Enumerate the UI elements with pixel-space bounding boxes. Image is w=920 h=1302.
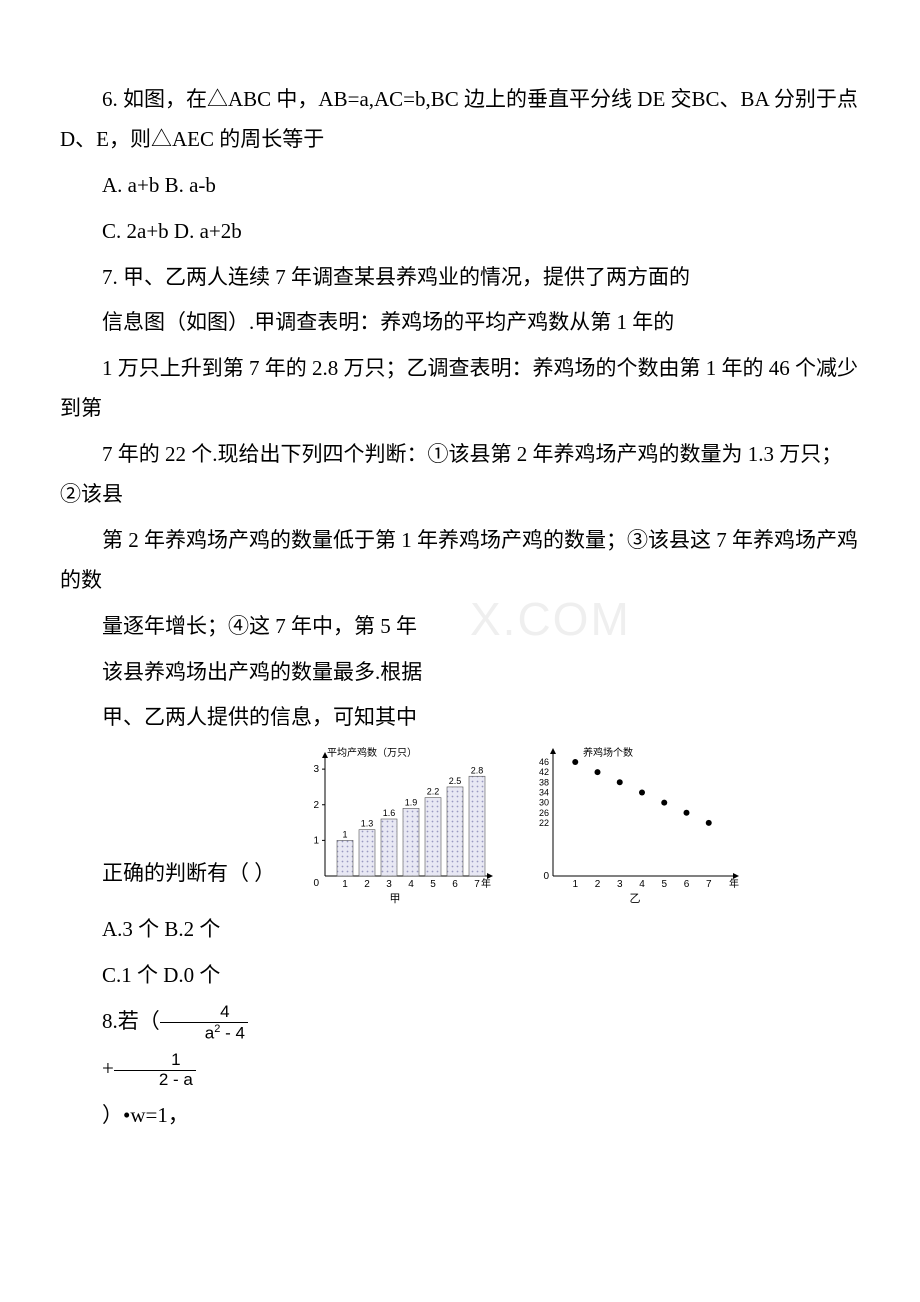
charts-wrap: 1230111.321.631.942.252.562.87平均产鸡数（万只）年… — [295, 744, 745, 904]
q8-plus: + — [102, 1056, 114, 1080]
svg-text:38: 38 — [539, 778, 549, 788]
svg-text:46: 46 — [539, 757, 549, 767]
chart-row: 正确的判断有（ ） 1230111.321.631.942.252.562.87… — [60, 744, 860, 904]
q7-line8: 甲、乙两人提供的信息，可知其中 — [60, 698, 860, 738]
svg-text:2.5: 2.5 — [449, 776, 462, 786]
q8-suffix: ）•w=1， — [60, 1096, 860, 1136]
svg-text:4: 4 — [639, 879, 645, 890]
svg-text:乙: 乙 — [630, 892, 641, 904]
svg-text:30: 30 — [539, 798, 549, 808]
svg-text:养鸡场个数: 养鸡场个数 — [583, 746, 633, 759]
svg-text:3: 3 — [386, 879, 392, 890]
svg-text:5: 5 — [430, 879, 436, 890]
q8-frac2-num: 1 — [114, 1051, 196, 1071]
q7-options-cd: C.1 个 D.0 个 — [60, 956, 860, 996]
q8-line2: + 1 2 - a — [60, 1049, 860, 1089]
q7-line7: 该县养鸡场出产鸡的数量最多.根据 — [60, 653, 860, 693]
q7-line9: 正确的判断有（ ） — [60, 854, 275, 904]
svg-text:4: 4 — [408, 879, 414, 890]
svg-text:7: 7 — [474, 879, 480, 890]
svg-text:6: 6 — [684, 879, 690, 890]
q7-line4: 7 年的 22 个.现给出下列四个判断：①该县第 2 年养鸡场产鸡的数量为 1.… — [60, 435, 860, 515]
svg-text:1: 1 — [314, 836, 320, 847]
q8-frac1-den-rest: - 4 — [220, 1024, 245, 1043]
svg-text:0: 0 — [544, 871, 550, 882]
svg-text:1: 1 — [342, 879, 348, 890]
svg-text:0: 0 — [314, 878, 320, 889]
svg-text:2: 2 — [364, 879, 370, 890]
svg-text:甲: 甲 — [390, 893, 401, 904]
q8-prefix: 8.若（ — [102, 1009, 160, 1033]
svg-text:7: 7 — [706, 879, 712, 890]
q8-frac1: 4 a2 - 4 — [160, 1003, 248, 1043]
svg-text:2: 2 — [314, 800, 320, 811]
svg-text:年: 年 — [481, 877, 491, 890]
q8-line1: 8.若（ 4 a2 - 4 — [60, 1002, 860, 1043]
q6-options-ab: A. a+b B. a-b — [60, 166, 860, 206]
svg-text:22: 22 — [539, 818, 549, 828]
svg-text:年: 年 — [729, 877, 739, 890]
q8-frac1-den: a2 - 4 — [160, 1023, 248, 1043]
q8-frac2: 1 2 - a — [114, 1051, 196, 1089]
svg-text:1: 1 — [343, 830, 348, 840]
svg-text:平均产鸡数（万只）: 平均产鸡数（万只） — [327, 746, 417, 759]
svg-text:6: 6 — [452, 879, 458, 890]
q7-options-ab: A.3 个 B.2 个 — [60, 910, 860, 950]
svg-text:1.6: 1.6 — [383, 808, 396, 818]
q8-frac1-den-a: a — [205, 1024, 214, 1043]
q7-line3: 1 万只上升到第 7 年的 2.8 万只；乙调查表明：养鸡场的个数由第 1 年的… — [60, 349, 860, 429]
svg-text:34: 34 — [539, 788, 549, 798]
q8-frac2-den: 2 - a — [114, 1071, 196, 1090]
q8-frac1-num: 4 — [160, 1003, 248, 1023]
svg-text:42: 42 — [539, 768, 549, 778]
svg-text:1.9: 1.9 — [405, 798, 418, 808]
q6-options-cd: C. 2a+b D. a+2b — [60, 212, 860, 252]
bar-chart-jia: 1 2 3 0 1 1 1.3 2 1.6 3 1.9 4 2.2 5 2.5 6 2.8 7 平均产鸡数（万只） 年… — [295, 744, 495, 904]
scatter-chart-yi: 2226303438424601234567养鸡场个数年乙 — [525, 744, 745, 904]
svg-text:26: 26 — [539, 808, 549, 818]
svg-text:1.3: 1.3 — [361, 819, 374, 829]
svg-text:3: 3 — [314, 764, 320, 775]
q6-text: 6. 如图，在△ABC 中，AB=a,AC=b,BC 边上的垂直平分线 DE 交… — [60, 80, 860, 160]
q7-line6: 量逐年增长；④这 7 年中，第 5 年 — [60, 607, 860, 647]
svg-text:3: 3 — [617, 879, 623, 890]
svg-text:2.2: 2.2 — [427, 787, 440, 797]
svg-text:5: 5 — [662, 879, 668, 890]
svg-text:1: 1 — [573, 879, 579, 890]
page-content: 6. 如图，在△ABC 中，AB=a,AC=b,BC 边上的垂直平分线 DE 交… — [60, 80, 860, 1136]
q7-line1: 7. 甲、乙两人连续 7 年调查某县养鸡业的情况，提供了两方面的 — [60, 258, 860, 298]
q7-line2: 信息图（如图）.甲调查表明：养鸡场的平均产鸡数从第 1 年的 — [60, 303, 860, 343]
svg-text:2: 2 — [595, 879, 601, 890]
svg-text:2.8: 2.8 — [471, 766, 484, 776]
q7-line5: 第 2 年养鸡场产鸡的数量低于第 1 年养鸡场产鸡的数量；③该县这 7 年养鸡场… — [60, 521, 860, 601]
